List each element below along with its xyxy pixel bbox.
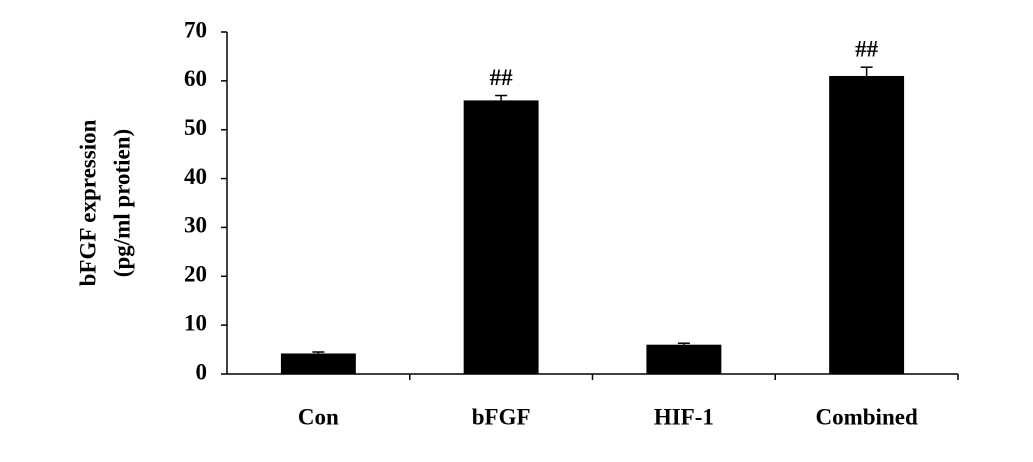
y-tick-label: 50 bbox=[184, 115, 207, 140]
bar bbox=[829, 75, 905, 374]
y-tick-label: 10 bbox=[184, 310, 207, 335]
error-bar bbox=[677, 342, 690, 345]
x-tick-label: Con bbox=[298, 404, 339, 429]
error-bar bbox=[495, 94, 508, 101]
annotation: ## bbox=[855, 36, 879, 61]
y-axis-title: bFGF expression bbox=[75, 119, 100, 286]
y-axis-title: (pg/ml protien) bbox=[109, 129, 134, 277]
y-tick-label: 60 bbox=[184, 66, 207, 91]
x-tick-label: bFGF bbox=[472, 404, 531, 429]
bar bbox=[646, 344, 722, 374]
x-tick-label: HIF-1 bbox=[654, 404, 714, 429]
y-tick-label: 70 bbox=[184, 17, 207, 42]
bar bbox=[280, 353, 356, 374]
y-tick-label: 40 bbox=[184, 164, 207, 189]
y-tick-label: 30 bbox=[184, 213, 207, 238]
bar bbox=[463, 100, 539, 375]
error-bar bbox=[312, 351, 325, 354]
annotation: ## bbox=[490, 65, 514, 90]
y-tick-label: 20 bbox=[184, 262, 207, 287]
error-bar bbox=[860, 66, 873, 76]
y-tick-label: 0 bbox=[196, 359, 208, 384]
x-tick-label: Combined bbox=[816, 404, 918, 429]
